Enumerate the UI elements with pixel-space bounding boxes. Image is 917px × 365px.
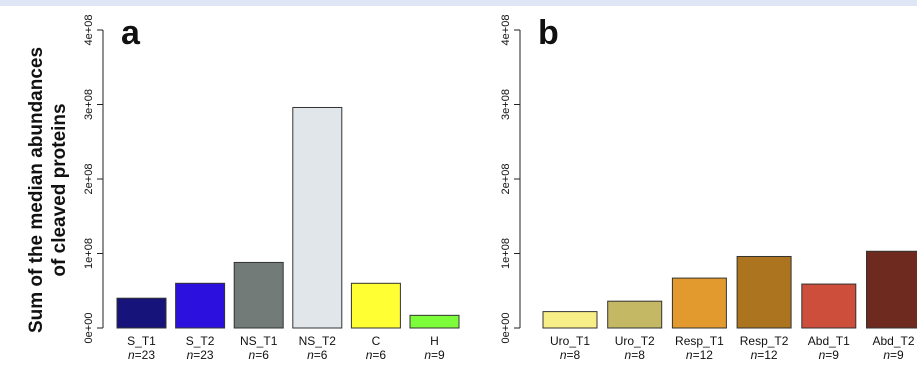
y-axis-title-line2: of cleaved proteins	[49, 103, 70, 276]
panel-a-category-label: NS_T2	[299, 334, 337, 348]
panel-b-y-tick-label: 2e+08	[500, 164, 512, 195]
panel-b-bar-abd-t2	[866, 250, 917, 329]
panel-a-y-tick-label: 2e+08	[83, 164, 95, 195]
y-axis-title-line1: Sum of the median abundances	[26, 47, 47, 333]
panel-b-n-label: n=8	[625, 348, 646, 362]
panel-b: b 0e+001e+082e+083e+084e+08Uro_T1n=8Uro_…	[500, 14, 917, 362]
panel-a-y-tick-label: 4e+08	[83, 15, 95, 46]
panel-a-bar-s-t1	[116, 297, 167, 329]
panel-a-n-label: n=6	[249, 348, 270, 362]
panel-a-bar-s-t2	[175, 282, 226, 329]
panel-b-bar-resp-t1	[671, 277, 727, 329]
panel-b-bar-abd-t1	[801, 283, 857, 329]
panel-b-bar-uro-t2	[607, 300, 663, 329]
panel-a-category-label: H	[430, 334, 439, 348]
panel-b-n-label: n=9	[883, 348, 904, 362]
panel-b-n-label: n=12	[751, 348, 778, 362]
panel-a-n-label: n=6	[366, 348, 387, 362]
panel-b-y-tick-label: 0e+00	[500, 313, 512, 344]
panel-b-category-label: Resp_T2	[740, 334, 789, 348]
panel-b-category-label: Abd_T1	[808, 334, 850, 348]
panel-a-letter: a	[121, 14, 141, 52]
panel-a-category-label: NS_T1	[240, 334, 278, 348]
panel-b-category-label: Abd_T2	[872, 334, 914, 348]
panel-b-y-tick-label: 1e+08	[500, 238, 512, 269]
panel-b-category-label: Uro_T2	[615, 334, 655, 348]
panel-b-y-tick-label: 4e+08	[500, 15, 512, 46]
panel-b-y-tick-label: 3e+08	[500, 89, 512, 120]
panel-a-category-label: C	[372, 334, 381, 348]
panel-b-category-label: Resp_T1	[675, 334, 724, 348]
panel-a-n-label: n=23	[187, 348, 214, 362]
panel-a-n-label: n=6	[307, 348, 328, 362]
panel-a-bar-ns-t1	[233, 261, 284, 329]
panel-a-category-label: S_T1	[127, 334, 156, 348]
panel-b-letter: b	[538, 14, 559, 52]
panel-a: a 0e+001e+082e+083e+084e+08S_T1n=23S_T2n…	[83, 14, 460, 362]
top-band	[0, 0, 917, 6]
panel-b-category-label: Uro_T1	[550, 334, 590, 348]
panel-b-n-label: n=8	[560, 348, 581, 362]
panel-b-bar-resp-t2	[736, 255, 792, 329]
panel-b-n-label: n=12	[686, 348, 713, 362]
panel-a-y-tick-label: 0e+00	[83, 313, 95, 344]
panel-a-bar-h	[409, 314, 460, 329]
panel-a-y-tick-label: 1e+08	[83, 238, 95, 269]
panel-a-bar-c	[350, 282, 401, 329]
panel-b-bar-uro-t1	[542, 311, 598, 329]
panel-a-n-label: n=23	[128, 348, 155, 362]
panel-b-n-label: n=9	[819, 348, 840, 362]
panel-a-y-tick-label: 3e+08	[83, 89, 95, 120]
panel-a-n-label: n=9	[424, 348, 445, 362]
panel-a-bar-ns-t2	[292, 106, 343, 329]
panel-a-category-label: S_T2	[186, 334, 215, 348]
